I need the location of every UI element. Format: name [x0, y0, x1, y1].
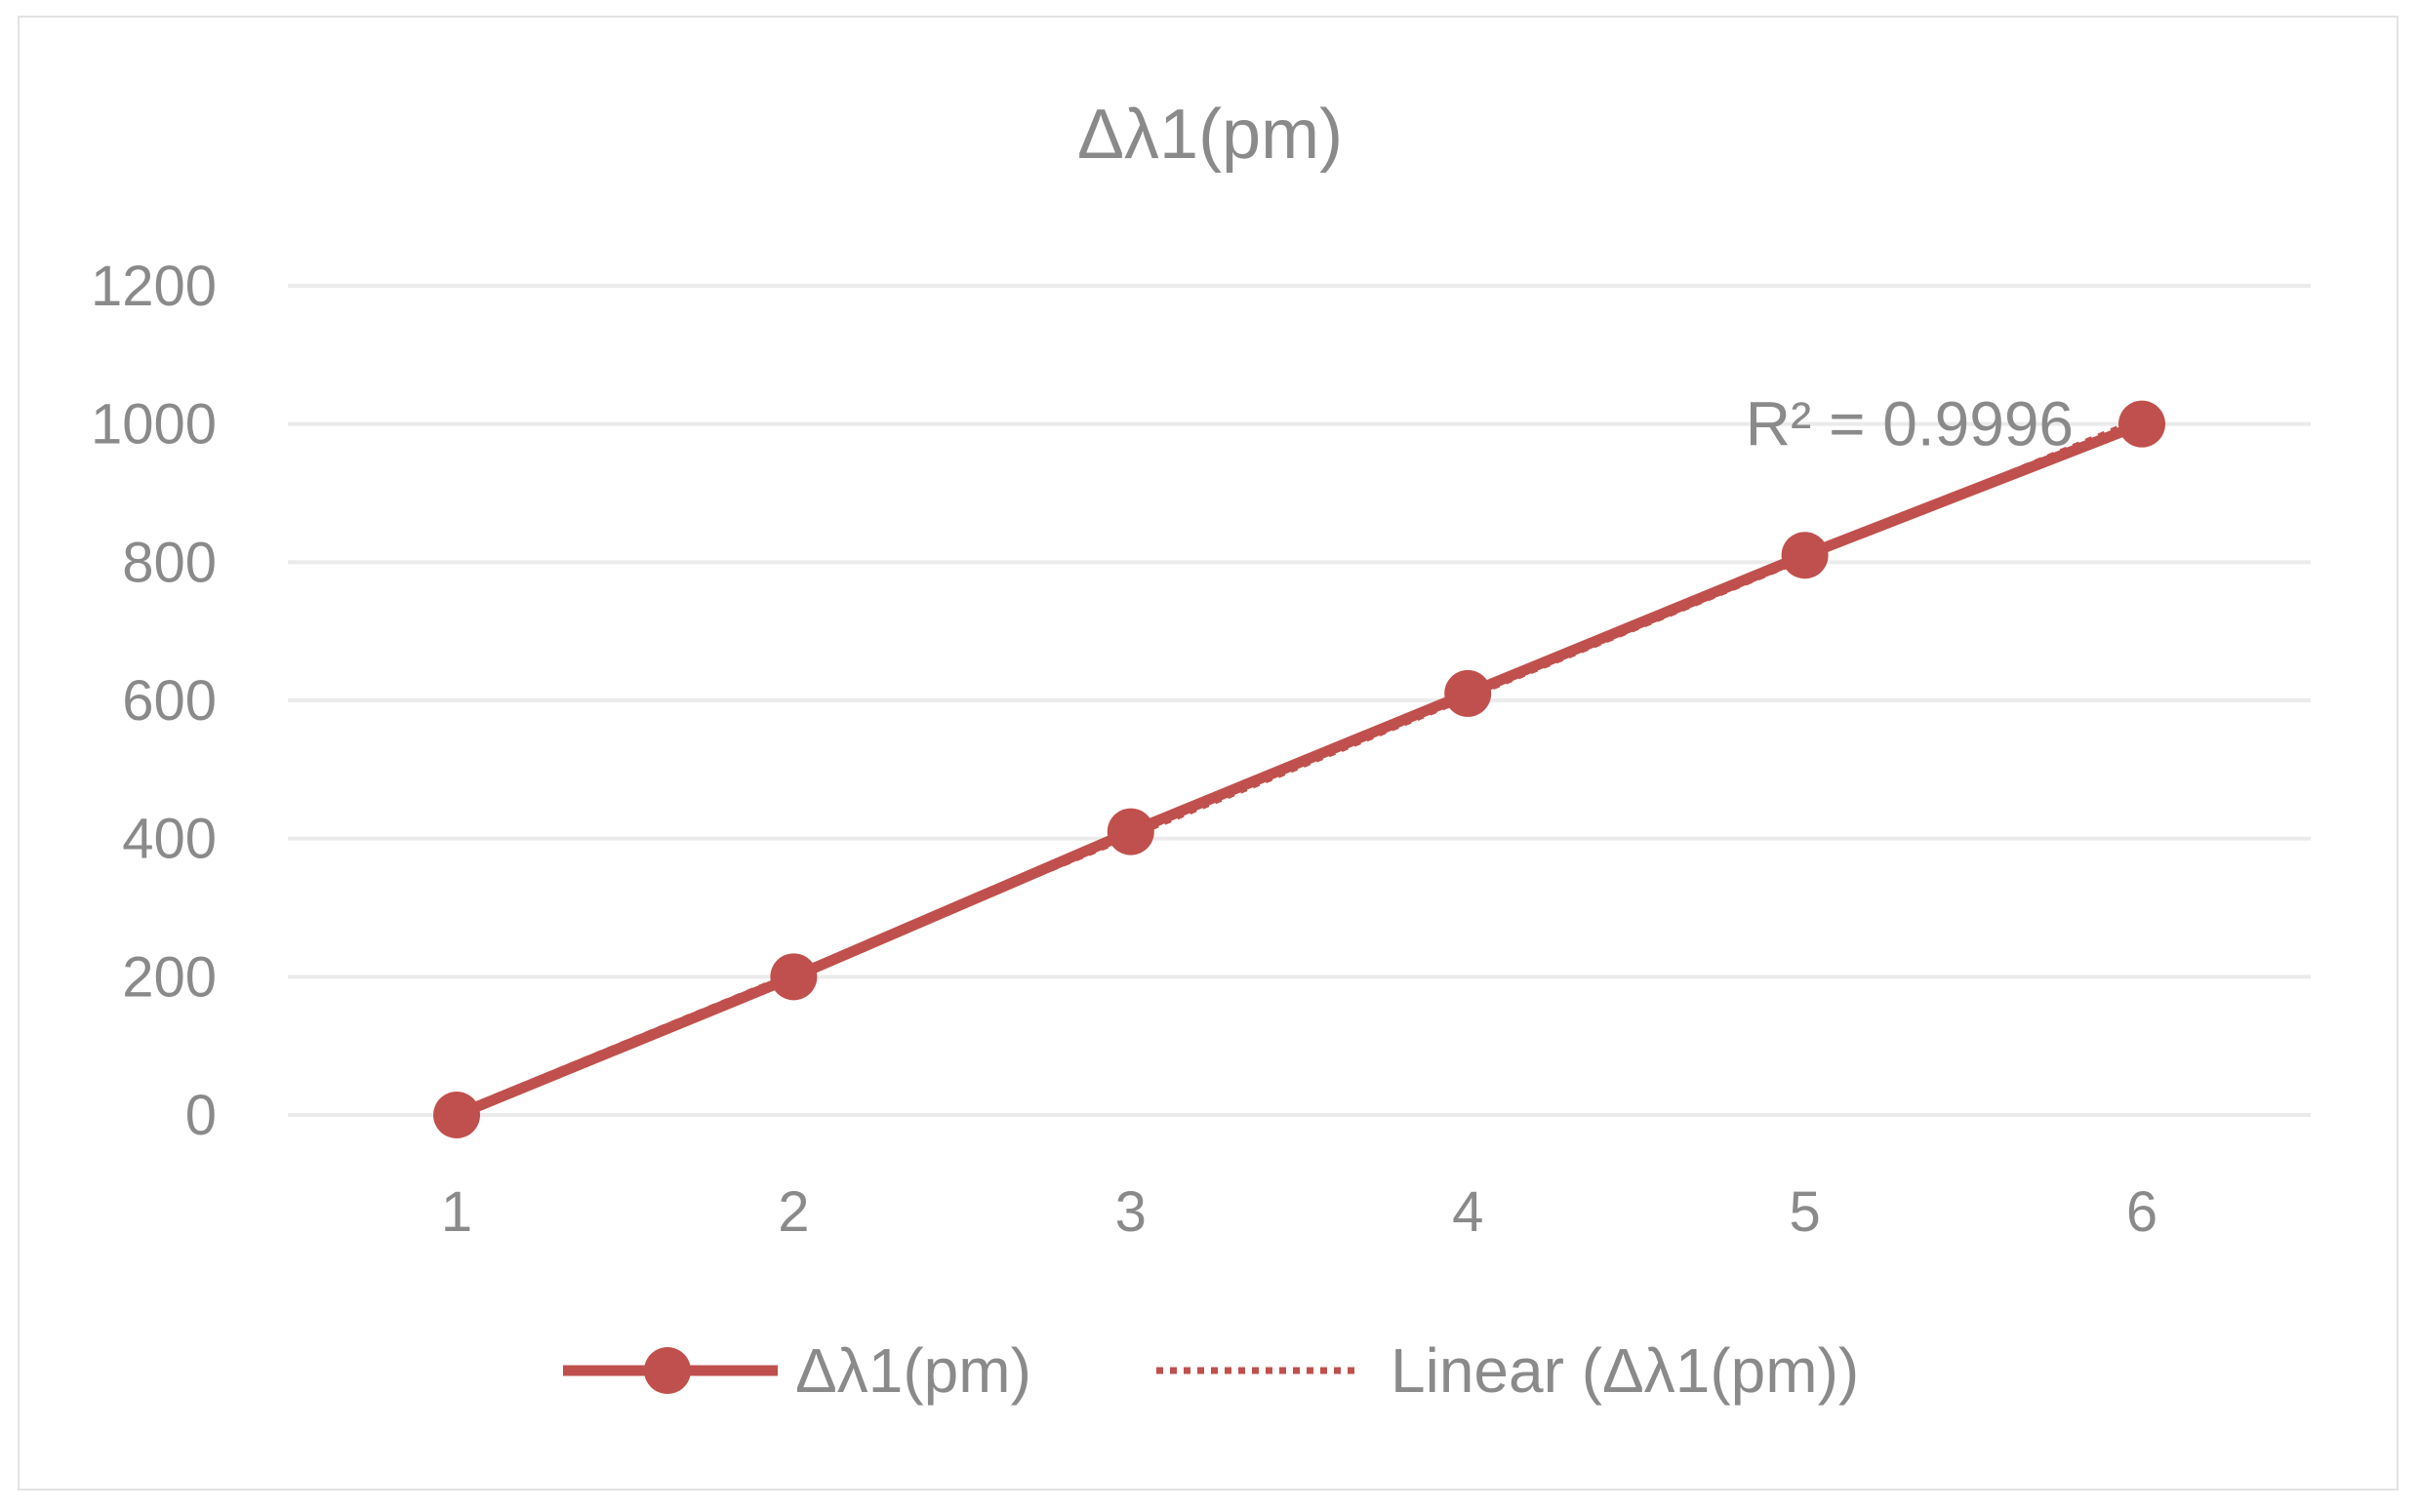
y-tick-label-400: 400 [122, 808, 217, 871]
x-tick-label-6: 6 [2126, 1180, 2158, 1244]
data-point-3 [1107, 808, 1154, 855]
chart-frame [18, 16, 2399, 1491]
y-tick-label-600: 600 [122, 669, 217, 733]
data-point-1 [433, 1092, 480, 1138]
series-line [454, 418, 2144, 1121]
y-tick-label-1200: 1200 [91, 255, 217, 318]
x-tick-label-1: 1 [441, 1180, 472, 1244]
chart-title: Δλ1(pm) [1077, 96, 1343, 174]
gridlines [288, 284, 2311, 1117]
y-tick-label-1000: 1000 [91, 393, 217, 457]
legend-series-marker-swatch [644, 1347, 691, 1394]
x-tick-label-3: 3 [1115, 1180, 1147, 1244]
series-layer [433, 400, 2165, 1138]
data-point-6 [2118, 400, 2165, 448]
x-axis-tick-labels: 1 2 3 4 5 6 [441, 1180, 2158, 1244]
data-point-5 [1781, 532, 1829, 579]
y-axis-tick-labels: 0 200 400 600 800 1000 1200 [91, 255, 217, 1147]
legend-series-label: Δλ1(pm) [795, 1335, 1031, 1406]
data-point-4 [1444, 669, 1492, 717]
legend: Δλ1(pm) Linear (Δλ1(pm)) [563, 1335, 1859, 1406]
y-tick-label-200: 200 [122, 945, 217, 1009]
x-tick-label-5: 5 [1789, 1180, 1820, 1244]
x-tick-label-2: 2 [778, 1180, 809, 1244]
legend-trendline-label: Linear (Δλ1(pm)) [1391, 1335, 1859, 1406]
legend-item-trendline: Linear (Δλ1(pm)) [1156, 1335, 1859, 1406]
data-point-2 [770, 953, 818, 1001]
legend-item-series: Δλ1(pm) [563, 1335, 1031, 1406]
x-tick-label-4: 4 [1452, 1180, 1483, 1244]
y-tick-label-0: 0 [185, 1084, 217, 1147]
r-squared-label: R² = 0.9996 [1746, 389, 2074, 459]
y-tick-label-800: 800 [122, 531, 217, 594]
